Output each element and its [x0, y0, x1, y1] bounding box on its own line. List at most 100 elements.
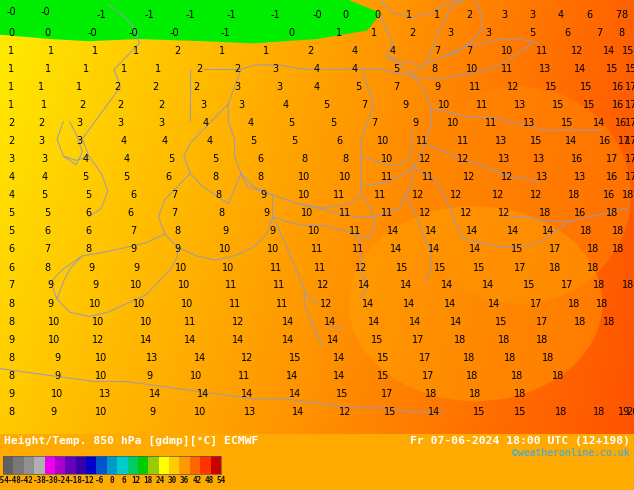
Text: 10: 10	[89, 298, 101, 309]
Text: 11: 11	[225, 280, 238, 291]
Text: 14: 14	[387, 226, 399, 236]
Text: 9: 9	[434, 82, 441, 92]
Text: 11: 11	[501, 64, 514, 74]
Text: 1: 1	[120, 64, 127, 74]
Text: 8: 8	[301, 154, 307, 164]
Text: 7: 7	[615, 10, 621, 20]
Text: 15: 15	[377, 353, 390, 363]
Text: 5: 5	[288, 118, 295, 128]
Text: 9: 9	[54, 353, 60, 363]
Text: 6: 6	[564, 27, 571, 38]
Text: -1: -1	[271, 10, 281, 20]
Text: 4: 4	[282, 100, 288, 110]
Text: 12: 12	[418, 154, 431, 164]
Text: ©weatheronline.co.uk: ©weatheronline.co.uk	[512, 448, 630, 458]
Text: 10: 10	[466, 64, 479, 74]
Text: 1: 1	[155, 64, 162, 74]
Text: 4: 4	[352, 64, 358, 74]
Text: 8: 8	[8, 353, 15, 363]
Text: 4: 4	[352, 46, 358, 56]
Text: -1: -1	[185, 10, 195, 20]
Text: 1: 1	[82, 64, 89, 74]
Text: 14: 14	[361, 298, 374, 309]
Text: 15: 15	[336, 389, 349, 399]
Text: 16: 16	[612, 82, 624, 92]
Text: 9: 9	[403, 100, 409, 110]
Text: 1: 1	[133, 46, 139, 56]
Text: 3: 3	[235, 82, 241, 92]
Bar	[44, 456, 55, 474]
Text: 24: 24	[156, 476, 165, 485]
Text: 18: 18	[536, 335, 548, 344]
Text: 8: 8	[431, 64, 437, 74]
Bar	[190, 456, 200, 474]
Text: 10: 10	[222, 263, 235, 272]
Text: 9: 9	[412, 118, 418, 128]
Text: 8: 8	[8, 317, 15, 327]
Text: 15: 15	[434, 263, 447, 272]
Text: 1: 1	[8, 46, 15, 56]
Text: 18: 18	[542, 353, 555, 363]
Text: 10: 10	[307, 226, 320, 236]
Text: 0: 0	[288, 27, 295, 38]
Text: 2: 2	[114, 82, 120, 92]
Text: 3: 3	[238, 100, 244, 110]
Text: 4: 4	[120, 136, 127, 146]
Text: 11: 11	[456, 136, 469, 146]
Bar	[117, 456, 128, 474]
Bar	[210, 456, 221, 474]
Text: 8: 8	[8, 407, 15, 417]
Text: 17: 17	[624, 172, 634, 182]
Text: 10: 10	[95, 353, 108, 363]
Text: 3: 3	[117, 118, 124, 128]
Text: 8: 8	[212, 172, 219, 182]
Text: 6: 6	[165, 172, 171, 182]
Text: 1: 1	[76, 82, 82, 92]
Text: 10: 10	[298, 172, 311, 182]
Text: 17: 17	[514, 263, 526, 272]
Text: 15: 15	[384, 407, 396, 417]
Text: 18: 18	[586, 245, 599, 254]
Text: 10: 10	[219, 245, 231, 254]
Text: 5: 5	[82, 172, 89, 182]
Text: 2: 2	[117, 100, 124, 110]
Text: 17: 17	[536, 317, 548, 327]
Text: 17: 17	[529, 298, 542, 309]
Text: 13: 13	[146, 353, 158, 363]
Text: -42: -42	[20, 476, 34, 485]
Text: 12: 12	[339, 407, 352, 417]
Text: 1: 1	[336, 27, 342, 38]
Bar	[169, 456, 180, 474]
Bar	[34, 456, 45, 474]
Text: 6: 6	[86, 208, 92, 219]
Text: 18: 18	[498, 335, 510, 344]
Text: 16: 16	[615, 118, 628, 128]
Text: 15: 15	[621, 46, 634, 56]
Text: 14: 14	[403, 298, 415, 309]
Text: 9: 9	[8, 389, 15, 399]
Text: -0: -0	[128, 27, 138, 38]
Text: 10: 10	[377, 136, 390, 146]
Text: 18: 18	[567, 190, 580, 200]
Text: 5: 5	[124, 172, 130, 182]
Text: 0: 0	[44, 27, 51, 38]
Text: 9: 9	[48, 280, 54, 291]
Text: 18: 18	[514, 389, 526, 399]
Text: 4: 4	[390, 46, 396, 56]
Text: 15: 15	[580, 82, 593, 92]
Text: 11: 11	[380, 208, 393, 219]
Text: 9: 9	[222, 226, 228, 236]
Text: 13: 13	[574, 172, 586, 182]
Text: 10: 10	[380, 154, 393, 164]
Text: 12: 12	[456, 154, 469, 164]
Text: 3: 3	[38, 136, 44, 146]
Text: 14: 14	[507, 226, 520, 236]
Text: 5: 5	[355, 82, 361, 92]
Text: 14: 14	[602, 46, 615, 56]
Text: 12: 12	[491, 190, 504, 200]
Text: 18: 18	[612, 226, 624, 236]
Text: 12: 12	[501, 172, 514, 182]
Text: 14: 14	[450, 317, 463, 327]
Text: 1: 1	[219, 46, 225, 56]
Text: 6: 6	[8, 245, 15, 254]
